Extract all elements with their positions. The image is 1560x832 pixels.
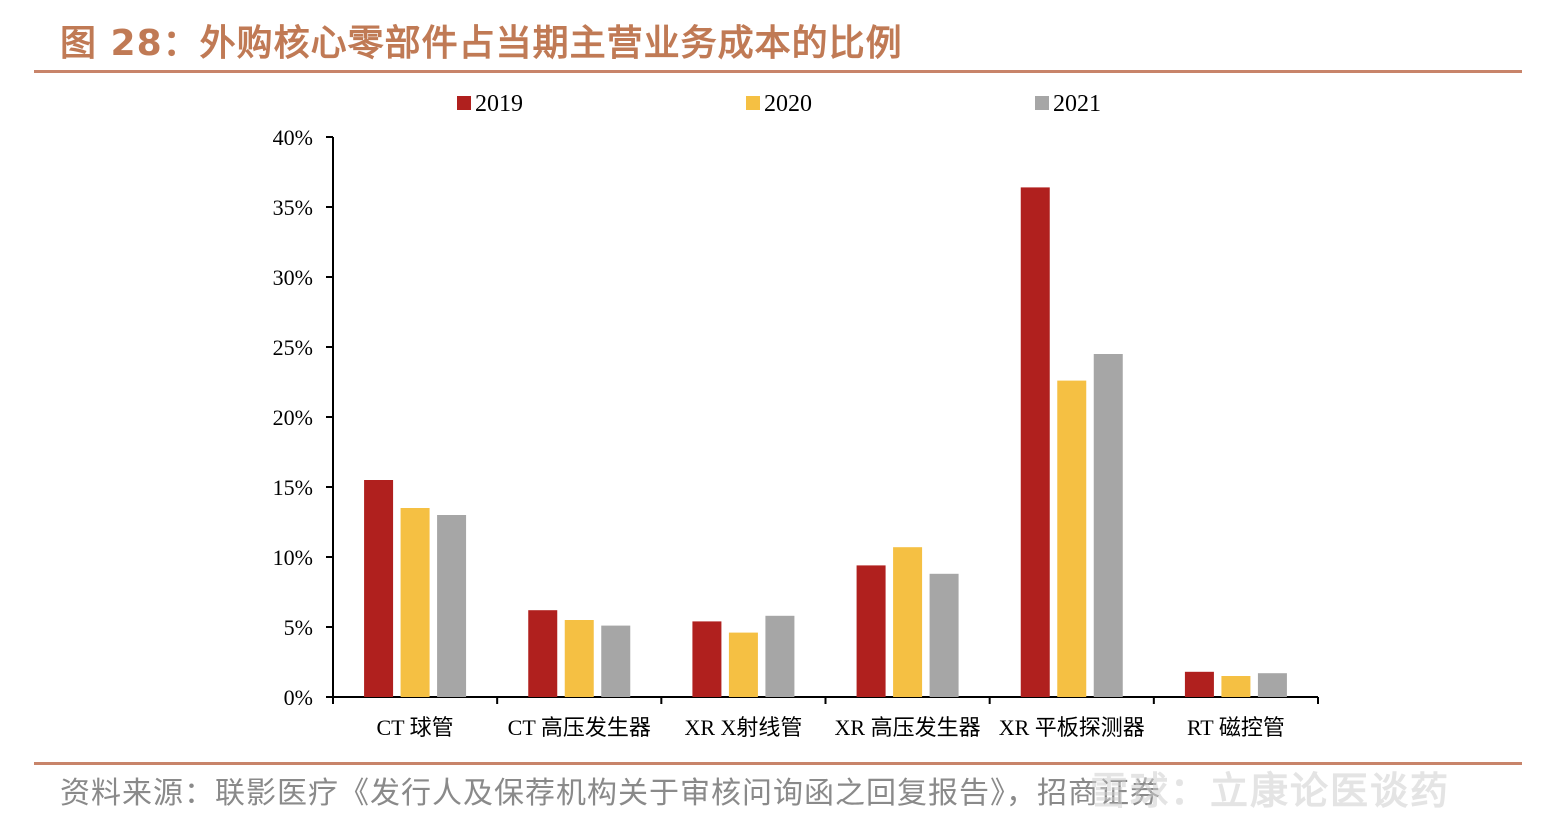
chart-legend: 2019 2020 2021 — [457, 91, 1101, 117]
bar-2021 — [437, 515, 467, 697]
legend-swatch-2021 — [1035, 96, 1049, 110]
watermark: 雪球：立康论医谈药 — [1090, 769, 1451, 813]
x-tick-label: XR X射线管 — [684, 715, 802, 740]
x-tick-label: CT 球管 — [376, 715, 453, 740]
legend-label-2020: 2020 — [764, 91, 812, 117]
source-note: 资料来源：联影医疗《发行人及保荐机构关于审核问询函之回复报告》，招商证券 — [60, 776, 1161, 811]
legend-swatch-2019 — [457, 96, 471, 110]
x-tick-label: RT 磁控管 — [1187, 715, 1285, 740]
chart-axes: 0% 5% 10% 15% 20% 25% 30% 35% 40% CT 球管 CT 高压发生器 XR… — [273, 125, 1319, 740]
bar-2021 — [929, 573, 959, 697]
y-tick-label: 15% — [273, 475, 313, 500]
chart-title: 图 28：外购核心零部件占当期主营业务成本的比例 — [60, 23, 903, 64]
y-tick-label: 10% — [273, 545, 313, 570]
bar-2020 — [1221, 676, 1251, 697]
y-tick-label: 20% — [273, 405, 313, 430]
y-tick-label: 0% — [284, 685, 313, 710]
legend-label-2019: 2019 — [475, 91, 523, 117]
y-tick-label: 40% — [273, 125, 313, 150]
bar-2020 — [1057, 380, 1087, 697]
chart-bars — [364, 187, 1287, 697]
bar-2020 — [893, 547, 923, 697]
bar-2021 — [1093, 354, 1123, 697]
bar-2019 — [692, 621, 722, 697]
x-tick-label: CT 高压发生器 — [508, 715, 651, 740]
legend-swatch-2020 — [746, 96, 760, 110]
bar-2019 — [1020, 187, 1050, 697]
y-tick-label: 5% — [284, 615, 313, 640]
header-rule — [34, 70, 1522, 73]
bar-2021 — [601, 625, 631, 697]
bar-2019 — [856, 565, 886, 697]
x-tick-label: XR 高压发生器 — [835, 715, 981, 740]
bar-2019 — [364, 480, 394, 697]
bar-2020 — [400, 508, 430, 697]
y-tick-label: 35% — [273, 195, 313, 220]
bar-2019 — [528, 610, 558, 697]
bar-2020 — [728, 632, 758, 697]
bar-2019 — [1184, 671, 1214, 697]
x-tick-label: XR 平板探测器 — [999, 715, 1145, 740]
bar-2021 — [765, 615, 795, 697]
y-tick-label: 25% — [273, 335, 313, 360]
y-tick-label: 30% — [273, 265, 313, 290]
bar-2021 — [1257, 673, 1287, 697]
legend-label-2021: 2021 — [1053, 91, 1101, 117]
bar-2020 — [564, 620, 594, 697]
footer-rule — [34, 762, 1522, 765]
